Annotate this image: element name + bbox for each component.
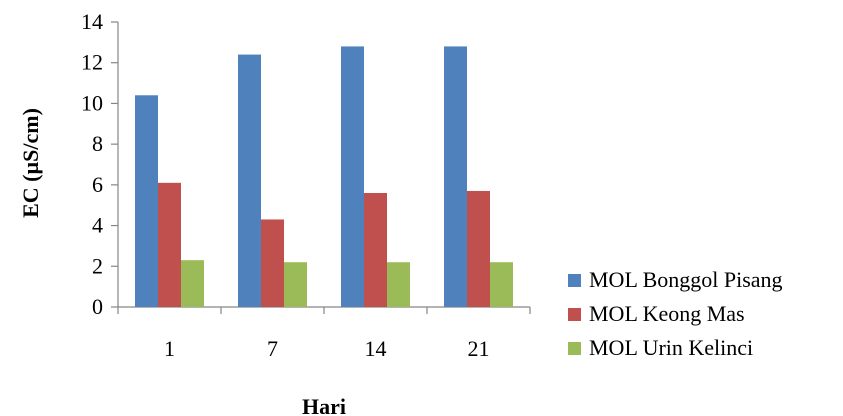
x-tick-label: 1 [164,336,175,361]
y-tick-label: 0 [92,294,103,319]
legend-label: MOL Bonggol Pisang [589,267,783,292]
y-tick-label: 14 [81,9,103,34]
legend-label: MOL Urin Kelinci [589,335,753,360]
y-tick-label: 8 [92,131,103,156]
bar [261,219,284,307]
y-tick-label: 10 [81,90,103,115]
bar [284,262,307,307]
legend-swatch [568,308,581,321]
x-tick-label: 21 [468,336,490,361]
legend-label: MOL Keong Mas [589,301,745,326]
y-tick-label: 6 [92,172,103,197]
legend: MOL Bonggol Pisang MOL Keong Mas MOL Urin … [568,267,783,360]
y-tick-label: 12 [81,50,103,75]
bar [467,190,490,307]
y-axis-title: EC (µS/cm) [18,108,43,218]
y-axis: 0 2 4 6 8 10 12 14 [81,9,119,319]
x-axis-title: Hari [302,394,346,416]
bars [135,46,513,308]
legend-swatch [568,274,581,287]
legend-swatch [568,342,581,355]
bar [387,262,410,307]
x-axis: 1 7 14 21 [117,306,531,361]
bar [364,193,387,307]
bar [181,260,204,307]
y-tick-label: 4 [92,213,103,238]
x-tick-label: 7 [267,336,278,361]
bar [490,262,513,307]
bar [341,46,364,308]
bar [238,54,261,308]
bar [444,46,467,308]
bar [158,182,181,307]
bar [135,95,158,308]
x-tick-label: 14 [365,336,387,361]
y-tick-label: 2 [92,253,103,278]
